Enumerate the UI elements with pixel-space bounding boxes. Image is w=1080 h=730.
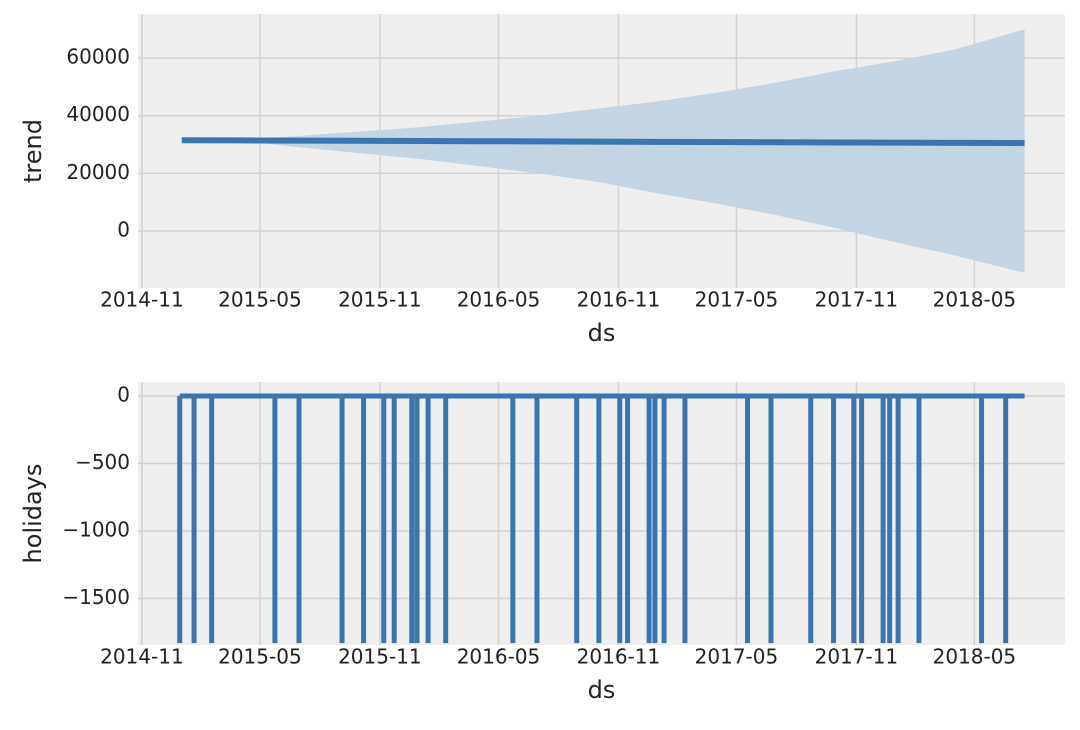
x-tick-label: 2017-05: [695, 288, 779, 312]
trend-line: [181, 137, 1025, 147]
x-tick-label: 2015-11: [338, 288, 422, 312]
uncertainty-band: [181, 29, 1025, 273]
y-axis-label: holidays: [19, 464, 47, 564]
x-tick-label: 2014-11: [100, 645, 184, 669]
x-tick-label: 2016-11: [577, 645, 661, 669]
y-tick-label: 0: [117, 383, 130, 407]
x-tick-label: 2015-05: [218, 645, 302, 669]
x-tick-label: 2016-05: [457, 288, 541, 312]
x-tick-label: 2016-05: [457, 645, 541, 669]
x-tick-label: 2016-11: [577, 288, 661, 312]
x-tick-label: 2014-11: [100, 288, 184, 312]
y-tick-label: 40000: [66, 102, 130, 126]
x-tick-label: 2018-05: [933, 645, 1017, 669]
x-tick-label: 2017-11: [815, 288, 899, 312]
x-axis-label: ds: [588, 676, 616, 704]
y-tick-label: 20000: [66, 160, 130, 184]
x-axis-label: ds: [588, 319, 616, 347]
y-tick-label: −1000: [62, 518, 130, 542]
x-tick-label: 2015-05: [218, 288, 302, 312]
x-tick-label: 2017-05: [695, 645, 779, 669]
y-tick-label: 0: [117, 217, 130, 241]
y-tick-label: −1500: [62, 585, 130, 609]
x-tick-label: 2017-11: [815, 645, 899, 669]
y-tick-label: 60000: [66, 45, 130, 69]
y-axis-label: trend: [19, 119, 47, 183]
x-tick-label: 2018-05: [933, 288, 1017, 312]
plot-background: [138, 382, 1065, 645]
y-tick-label: −500: [75, 450, 130, 474]
x-tick-label: 2015-11: [338, 645, 422, 669]
